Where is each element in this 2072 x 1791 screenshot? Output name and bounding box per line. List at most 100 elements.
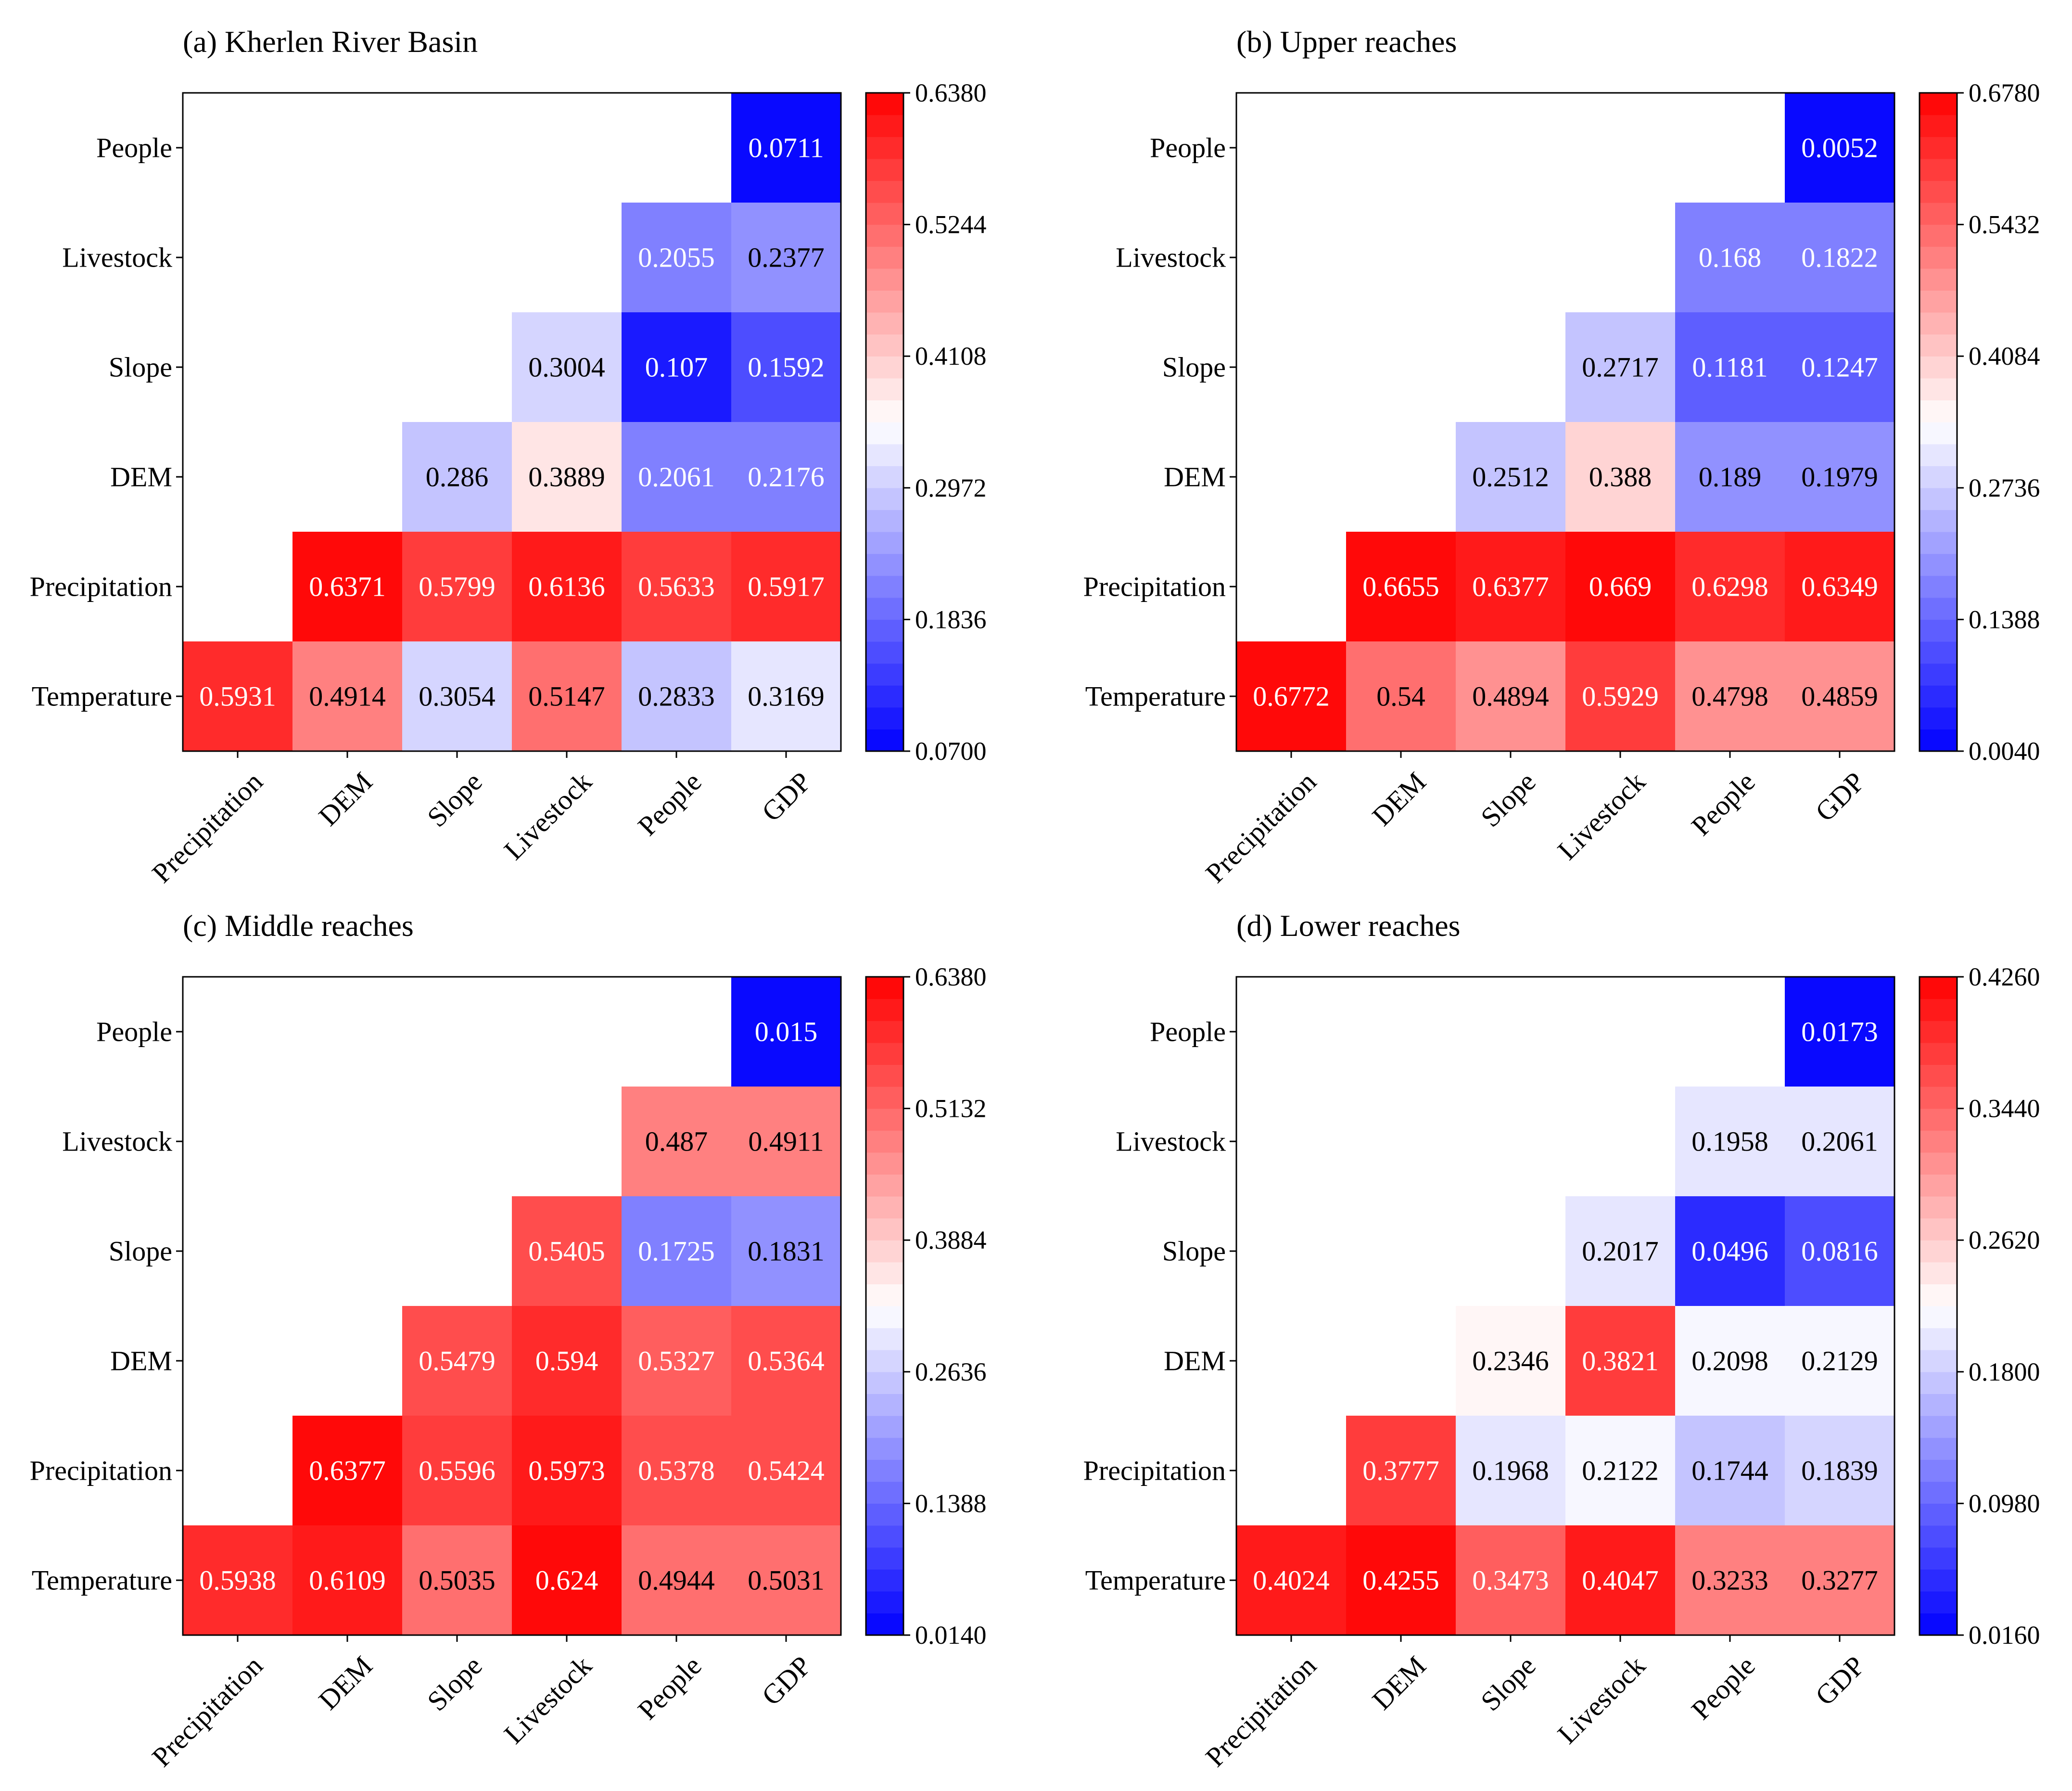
y-tick-label: People <box>96 132 172 164</box>
colorbar-segment <box>1919 422 1957 445</box>
heatmap-cell <box>183 1525 292 1635</box>
heatmap-cell <box>1565 422 1675 532</box>
y-tick-label: Temperature <box>32 1565 172 1596</box>
colorbar-segment <box>866 1218 903 1241</box>
heatmap-cell <box>731 203 841 312</box>
colorbar-segment <box>866 1108 903 1131</box>
y-tick-label: Livestock <box>62 242 172 273</box>
colorbar-segment <box>1919 1503 1957 1526</box>
cell-value-label: 0.189 <box>1699 461 1762 493</box>
cell-value-label: 0.6109 <box>309 1565 386 1596</box>
colorbar-segment <box>866 998 903 1021</box>
heatmap-cell <box>1456 532 1565 641</box>
y-tick-label: People <box>1150 1016 1226 1048</box>
colorbar-segment <box>866 1306 903 1329</box>
heatmap-cell <box>1236 1525 1346 1635</box>
heatmap-cell <box>1675 1416 1785 1525</box>
colorbar-segment <box>1919 998 1957 1021</box>
cell-value-label: 0.594 <box>535 1345 598 1377</box>
colorbar-segment <box>1919 487 1957 510</box>
cell-value-label: 0.1958 <box>1691 1126 1768 1157</box>
heatmap-cell <box>512 1525 622 1635</box>
colorbar-tick-label: 0.4084 <box>1969 342 2040 371</box>
heatmap-cell <box>622 1416 731 1525</box>
colorbar-segment <box>1919 378 1957 400</box>
colorbar-segment <box>1919 729 1957 752</box>
colorbar-segment <box>866 1569 903 1592</box>
cell-value-label: 0.388 <box>1589 461 1652 493</box>
colorbar-segment <box>866 1613 903 1636</box>
colorbar-segment <box>1919 1196 1957 1219</box>
cell-value-label: 0.2176 <box>748 461 825 493</box>
colorbar-tick-label: 0.0700 <box>915 737 987 766</box>
heatmap-panel: (c) Middle reaches 0.015 0.487 0.4911 0.5405… <box>30 908 987 1773</box>
cell-value-label: 0.3821 <box>1582 1345 1659 1377</box>
heatmap-cell <box>622 532 731 641</box>
heatmap-cell <box>292 641 402 751</box>
cell-value-label: 0.5929 <box>1582 681 1659 712</box>
cell-value-label: 0.5035 <box>419 1565 496 1596</box>
colorbar-segment <box>1919 268 1957 291</box>
heatmap-cell <box>402 1416 512 1525</box>
colorbar-segment <box>1919 246 1957 269</box>
cell-value-label: 0.1822 <box>1801 242 1878 273</box>
cell-value-label: 0.3054 <box>419 681 496 712</box>
cell-value-label: 0.54 <box>1376 681 1425 712</box>
heatmap-cell <box>1565 1306 1675 1416</box>
colorbar-segment <box>1919 290 1957 313</box>
colorbar-segment <box>1919 444 1957 466</box>
heatmap-cell <box>402 641 512 751</box>
heatmap-cell <box>402 422 512 532</box>
colorbar-segment <box>1919 1569 1957 1592</box>
cell-value-label: 0.5633 <box>638 571 715 602</box>
colorbar-segment <box>1919 115 1957 137</box>
colorbar-segment <box>1919 619 1957 642</box>
y-tick-label: Precipitation <box>1083 571 1226 602</box>
cell-value-label: 0.5938 <box>199 1565 276 1596</box>
panel-title: (b) Upper reaches <box>1236 25 1457 59</box>
heatmap-cell <box>1456 641 1565 751</box>
cell-value-label: 0.5327 <box>638 1345 715 1377</box>
cell-value-label: 0.2061 <box>638 461 715 493</box>
panel-title: (d) Lower reaches <box>1236 908 1461 943</box>
cell-value-label: 0.107 <box>645 352 708 383</box>
colorbar-tick-label: 0.2636 <box>915 1357 987 1386</box>
y-tick-label: Slope <box>109 352 172 383</box>
cell-value-label: 0.5031 <box>748 1565 825 1596</box>
heatmap-cell <box>1456 1416 1565 1525</box>
heatmap-cell <box>622 1087 731 1196</box>
colorbar-segment <box>1919 1021 1957 1043</box>
cell-value-label: 0.1744 <box>1691 1455 1768 1486</box>
colorbar-segment <box>1919 224 1957 247</box>
heatmap-cell <box>183 641 292 751</box>
heatmap-cell <box>1785 1306 1894 1416</box>
cell-value-label: 0.3004 <box>528 352 605 383</box>
colorbar-tick-label: 0.3440 <box>1969 1094 2040 1123</box>
colorbar-segment <box>866 1437 903 1460</box>
colorbar-segment <box>866 1416 903 1438</box>
colorbar-segment <box>1919 1306 1957 1329</box>
y-tick-label: Temperature <box>1085 1565 1226 1596</box>
colorbar-segment <box>866 356 903 379</box>
y-tick-label: DEM <box>110 1345 172 1377</box>
heatmap-cell <box>292 532 402 641</box>
colorbar-segment <box>866 334 903 357</box>
colorbar-frame <box>865 92 904 752</box>
colorbar-segment <box>1919 685 1957 708</box>
y-tick-label: DEM <box>110 461 172 493</box>
y-tick-label: Livestock <box>62 1126 172 1157</box>
cell-value-label: 0.3473 <box>1472 1565 1549 1596</box>
colorbar-segment <box>866 619 903 642</box>
heatmap-cell <box>1785 312 1894 422</box>
colorbar-tick-label: 0.6380 <box>915 78 987 107</box>
colorbar-segment <box>866 1328 903 1350</box>
colorbar-segment <box>866 1152 903 1175</box>
colorbar-segment <box>866 576 903 598</box>
y-tick-label: Precipitation <box>30 1455 172 1486</box>
heatmap-cell <box>1456 1306 1565 1416</box>
colorbar-segment <box>866 1042 903 1065</box>
colorbar-segment <box>866 312 903 335</box>
cell-value-label: 0.1181 <box>1692 352 1767 383</box>
colorbar-segment <box>866 977 903 999</box>
colorbar-segment <box>1919 1459 1957 1482</box>
